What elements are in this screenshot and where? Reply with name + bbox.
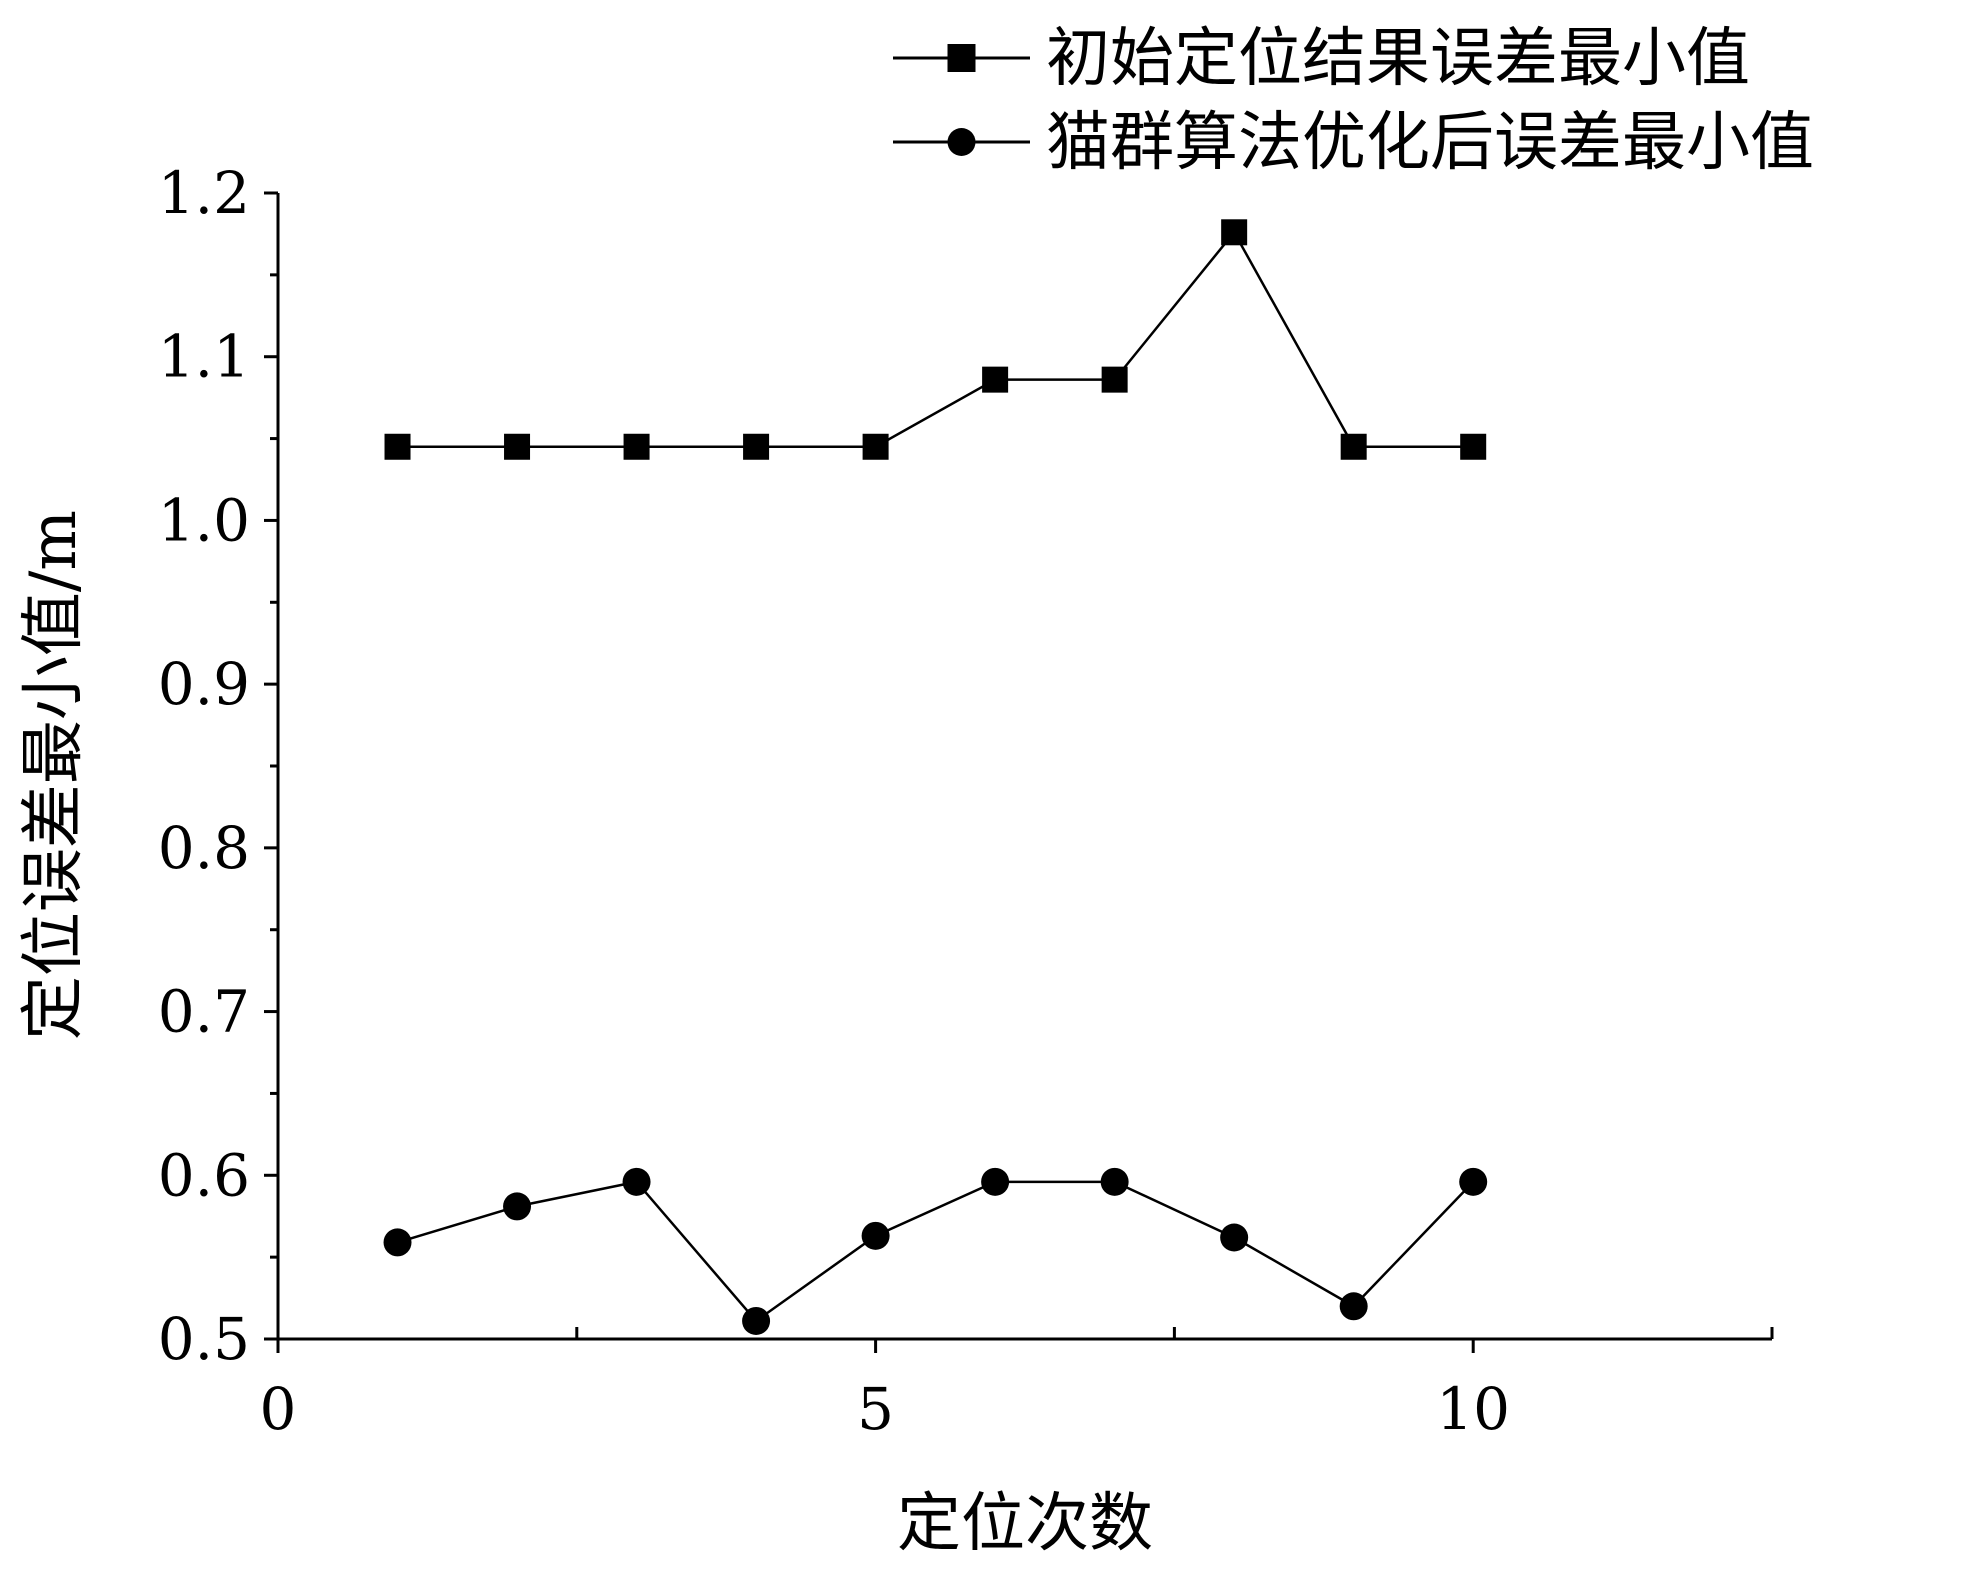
y-tick-label: 0.8 xyxy=(158,814,250,882)
data-point xyxy=(1459,1167,1488,1196)
data-point xyxy=(982,366,1009,393)
y-axis-label: 定位误差最小值/m xyxy=(17,510,91,1040)
data-point xyxy=(743,433,770,460)
y-tick-label: 0.5 xyxy=(158,1305,250,1373)
data-point xyxy=(1101,366,1128,393)
y-tick-label: 1.0 xyxy=(158,486,250,554)
legend-label: 猫群算法优化后误差最小值 xyxy=(1046,106,1814,180)
data-point xyxy=(383,1228,412,1257)
y-tick-label: 0.9 xyxy=(158,650,250,718)
y-tick-label: 1.1 xyxy=(158,323,250,391)
data-point xyxy=(1220,1223,1249,1252)
y-tick-label: 0.6 xyxy=(158,1141,250,1209)
x-tick-label: 0 xyxy=(260,1375,297,1443)
data-point xyxy=(503,1192,532,1221)
data-point xyxy=(981,1167,1010,1196)
legend-label: 初始定位结果误差最小值 xyxy=(1046,22,1750,96)
data-point xyxy=(504,433,531,460)
plot-area xyxy=(383,219,1488,1335)
x-tick-label: 5 xyxy=(857,1375,894,1443)
data-point xyxy=(622,1167,651,1196)
x-axis-label: 定位次数 xyxy=(897,1487,1153,1561)
series-line xyxy=(397,1180,1475,1323)
y-tick-label: 0.7 xyxy=(158,978,250,1046)
x-tick-label: 10 xyxy=(1436,1375,1510,1443)
data-point xyxy=(1339,1292,1368,1321)
data-point xyxy=(1221,219,1248,246)
series-line xyxy=(397,230,1474,449)
data-point xyxy=(742,1306,771,1335)
data-point xyxy=(1340,433,1367,460)
legend-marker xyxy=(947,44,976,72)
data-point xyxy=(862,433,889,460)
data-point xyxy=(384,433,411,460)
legend-marker xyxy=(947,128,976,156)
data-point xyxy=(1100,1167,1129,1196)
data-point xyxy=(623,433,650,460)
data-point xyxy=(1460,433,1487,460)
axes: 0.5 0.6 0.7 0.8 0.9 1.0 1.1 1.2 0 5 10 xyxy=(158,159,1774,1443)
y-tick-label: 1.2 xyxy=(158,159,250,227)
data-point xyxy=(861,1221,890,1250)
